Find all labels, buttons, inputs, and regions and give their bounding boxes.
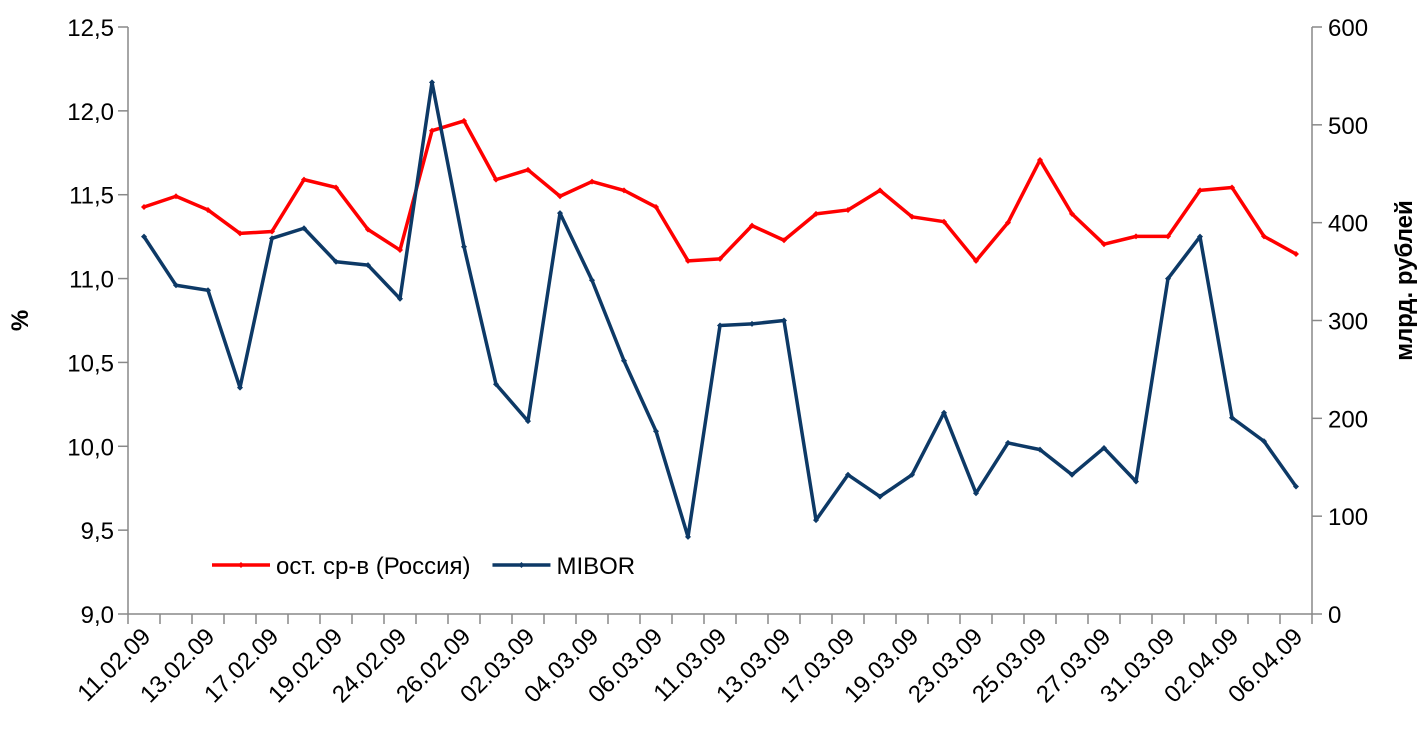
point-marker xyxy=(749,222,755,229)
y-tick-label: 11,5 xyxy=(69,183,114,210)
y-tick-label: 12,5 xyxy=(67,15,114,42)
point-marker xyxy=(397,247,403,254)
point-marker xyxy=(717,322,723,329)
y-tick-label: 9,5 xyxy=(81,518,114,545)
point-marker xyxy=(1197,233,1203,240)
y-tick-label: 9,0 xyxy=(81,602,114,629)
point-marker xyxy=(205,206,211,213)
point-marker xyxy=(621,357,627,364)
point-marker xyxy=(909,471,915,478)
y-tick-label: 10,0 xyxy=(67,434,114,461)
point-marker xyxy=(397,295,403,302)
y2-tick-label: 200 xyxy=(1328,406,1368,433)
point-marker xyxy=(269,235,275,242)
point-marker xyxy=(1037,157,1043,164)
point-marker xyxy=(525,166,531,173)
legend-label: MIBOR xyxy=(556,553,635,580)
point-marker xyxy=(877,187,883,194)
point-marker xyxy=(845,471,851,478)
point-marker xyxy=(429,127,435,134)
point-marker xyxy=(621,187,627,194)
point-marker xyxy=(653,428,659,435)
point-marker xyxy=(1261,233,1267,240)
y2-tick-label: 300 xyxy=(1328,309,1368,336)
point-marker xyxy=(685,533,691,540)
point-marker xyxy=(1165,233,1171,240)
point-marker xyxy=(973,490,979,497)
y2-tick-label: 500 xyxy=(1328,113,1368,140)
point-marker xyxy=(141,204,147,211)
y2-axis-title: млрд. рублей xyxy=(1391,200,1418,361)
point-marker xyxy=(1197,187,1203,194)
legend-marker xyxy=(238,562,244,568)
point-marker xyxy=(461,243,467,250)
point-marker xyxy=(525,418,531,425)
y-axis-title: % xyxy=(7,310,34,331)
point-marker xyxy=(1229,184,1235,191)
point-marker xyxy=(205,287,211,294)
point-marker xyxy=(365,262,371,269)
point-marker xyxy=(749,320,755,327)
point-marker xyxy=(1133,478,1139,485)
point-marker xyxy=(1261,438,1267,445)
y2-tick-label: 100 xyxy=(1328,504,1368,531)
point-marker xyxy=(1069,471,1075,478)
point-marker xyxy=(941,409,947,416)
point-marker xyxy=(301,176,307,183)
y-tick-label: 10,5 xyxy=(67,350,114,377)
point-marker xyxy=(173,282,179,289)
point-marker xyxy=(973,257,979,264)
point-marker xyxy=(845,206,851,213)
point-marker xyxy=(493,381,499,388)
point-marker xyxy=(237,230,243,237)
point-marker xyxy=(1229,414,1235,421)
point-marker xyxy=(877,493,883,500)
point-marker xyxy=(365,226,371,233)
point-marker xyxy=(941,218,947,225)
y2-tick-label: 400 xyxy=(1328,211,1368,238)
point-marker xyxy=(237,384,243,391)
point-marker xyxy=(1293,483,1299,490)
point-marker xyxy=(333,184,339,191)
point-marker xyxy=(1037,446,1043,453)
series-line xyxy=(142,80,1298,539)
y-tick-label: 12,0 xyxy=(67,99,114,126)
point-marker xyxy=(333,258,339,265)
point-marker xyxy=(269,228,275,235)
point-marker xyxy=(781,237,787,244)
point-marker xyxy=(1165,275,1171,282)
point-marker xyxy=(493,176,499,183)
point-marker xyxy=(685,257,691,264)
point-marker xyxy=(813,210,819,217)
point-marker xyxy=(1069,210,1075,217)
point-marker xyxy=(557,210,563,217)
point-marker xyxy=(301,225,307,232)
point-marker xyxy=(557,193,563,200)
point-marker xyxy=(1133,233,1139,240)
point-marker xyxy=(1005,439,1011,446)
point-marker xyxy=(1293,250,1299,257)
point-marker xyxy=(589,178,595,185)
legend-marker xyxy=(518,562,525,568)
point-marker xyxy=(1101,444,1107,451)
y-tick-label: 11,0 xyxy=(69,267,114,294)
point-marker xyxy=(1101,241,1107,248)
point-marker xyxy=(781,317,787,324)
y2-tick-label: 0 xyxy=(1328,602,1341,629)
point-marker xyxy=(589,277,595,284)
point-marker xyxy=(429,79,435,86)
point-marker xyxy=(717,255,723,262)
point-marker xyxy=(813,517,819,524)
point-marker xyxy=(141,233,147,240)
legend-label: ост. ср-в (Россия) xyxy=(276,553,470,580)
point-marker xyxy=(173,193,179,200)
point-marker xyxy=(653,204,659,211)
point-marker xyxy=(909,213,915,220)
point-marker xyxy=(1005,219,1011,226)
point-marker xyxy=(461,117,467,124)
y2-tick-label: 600 xyxy=(1328,15,1368,42)
